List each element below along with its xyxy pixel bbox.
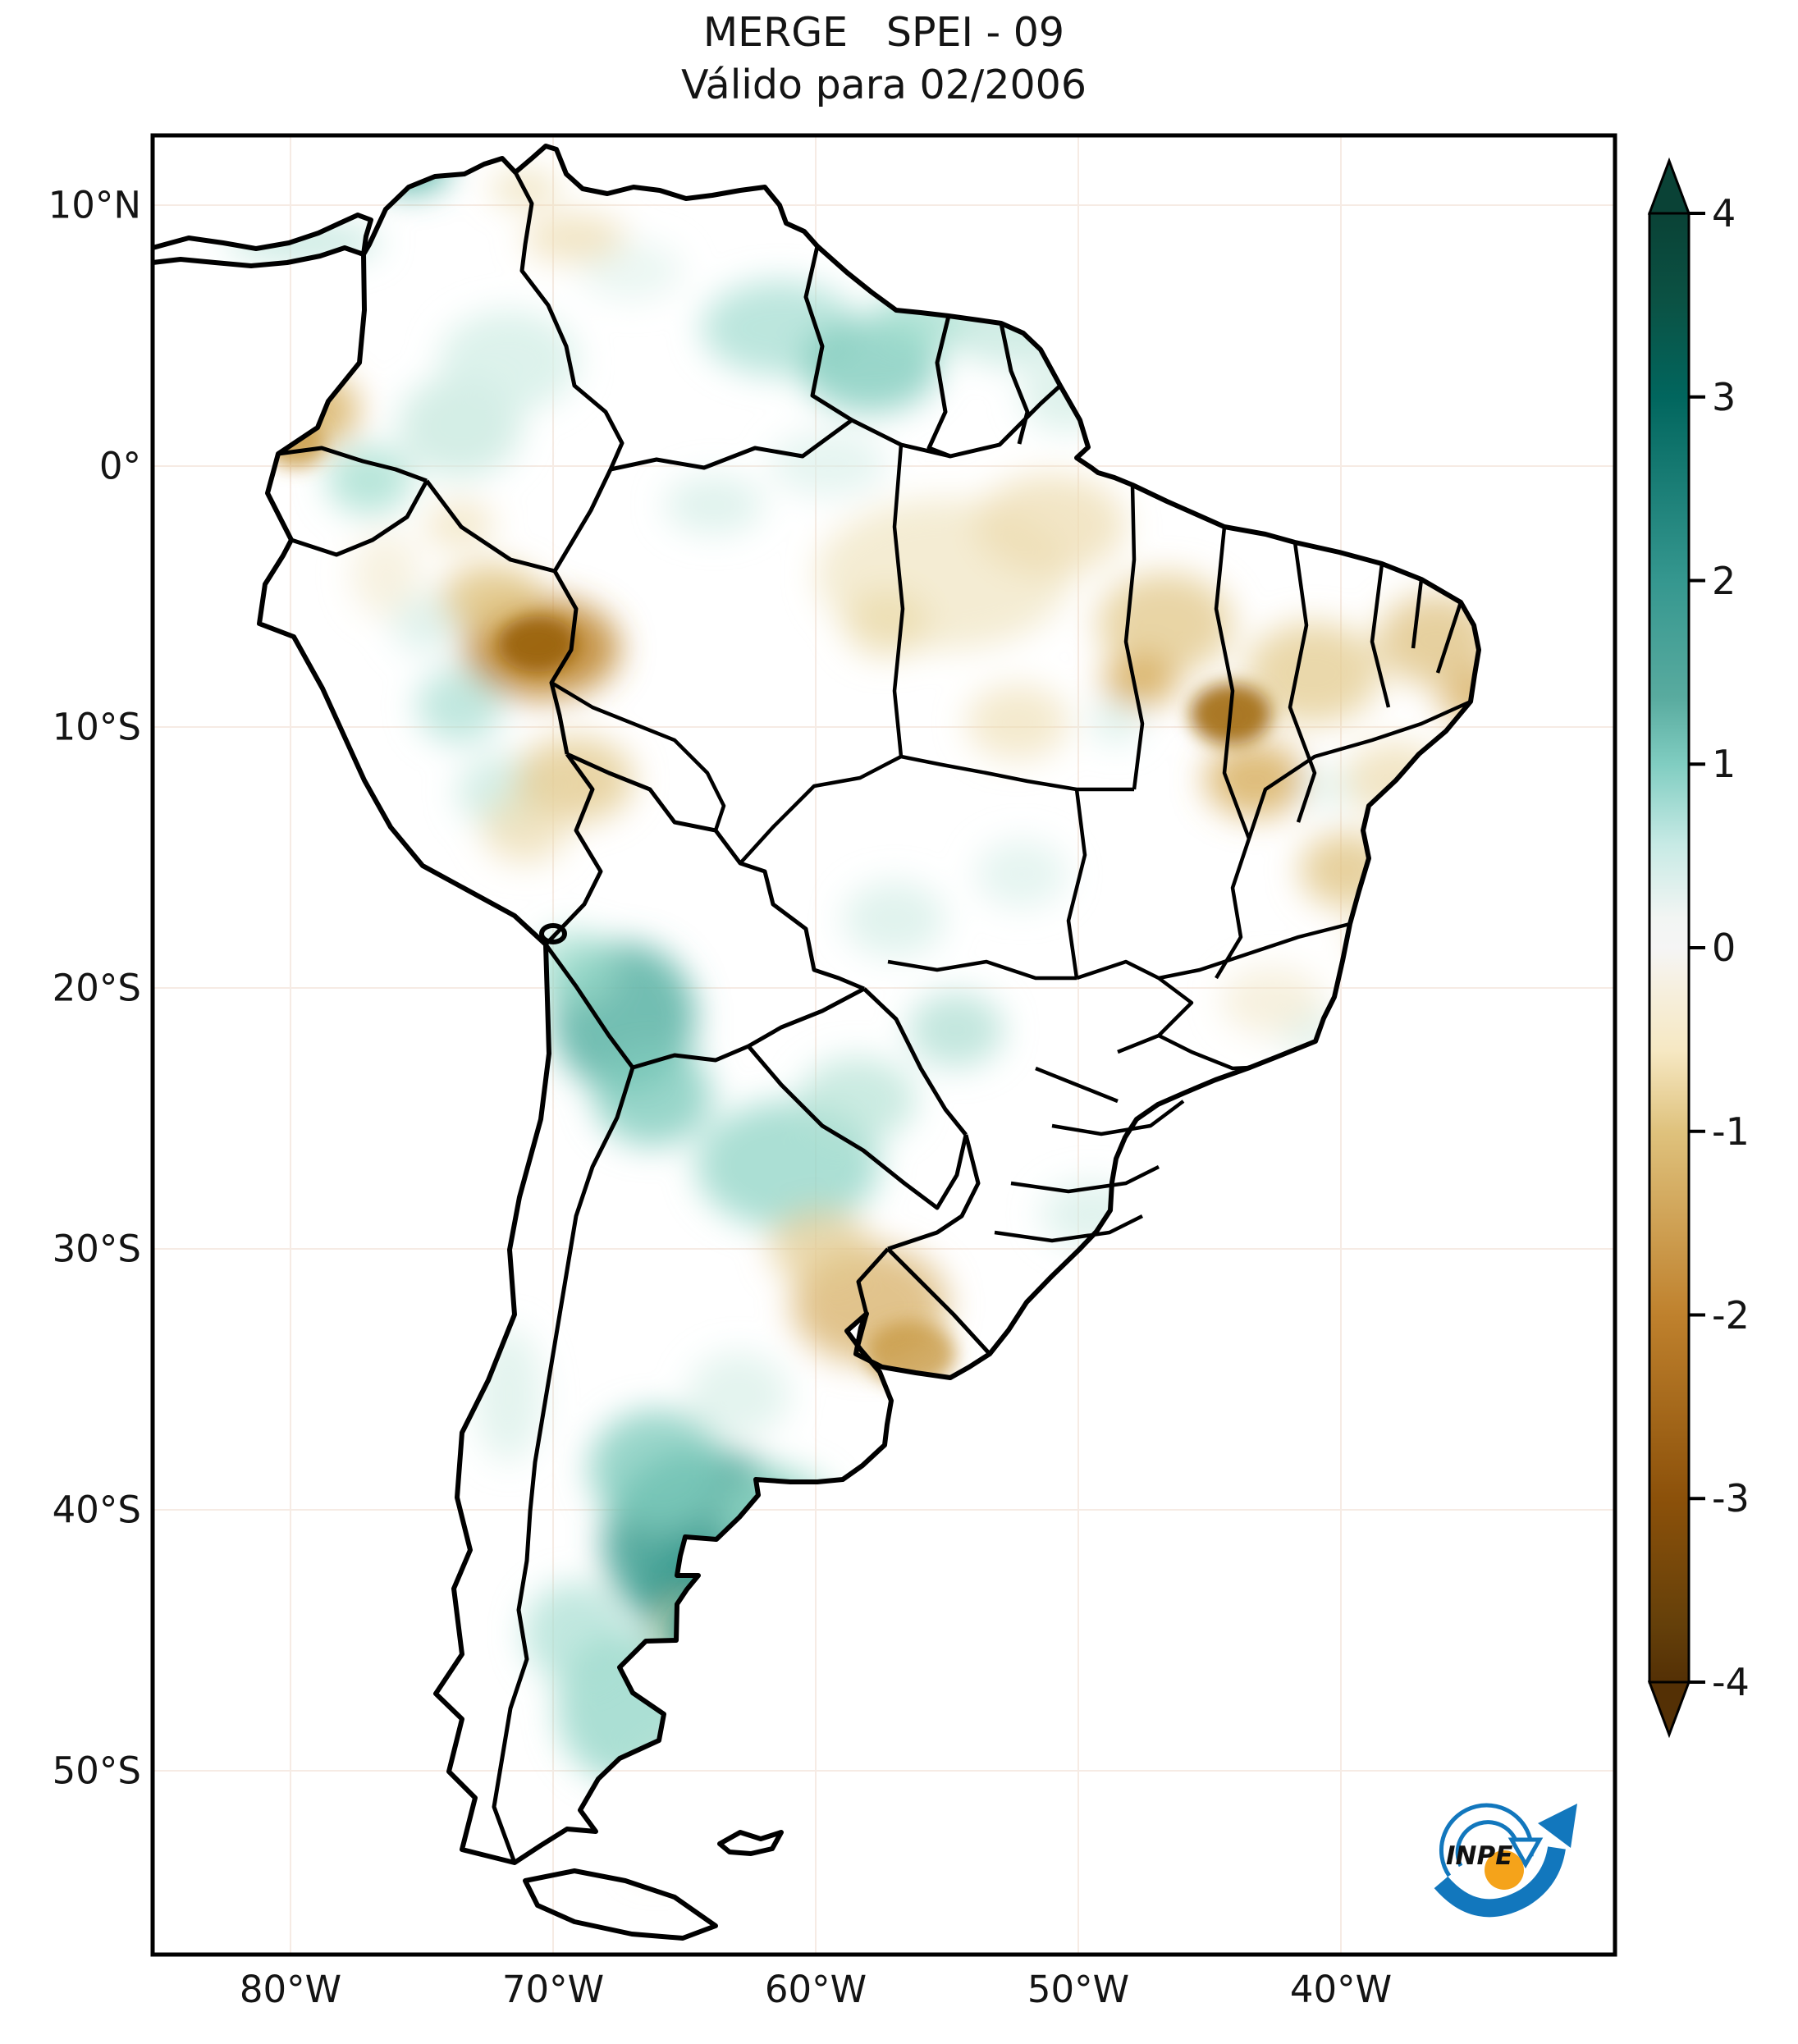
lon-tick-50w: 50°W xyxy=(1027,1968,1130,2011)
lat-tick-0: 0° xyxy=(98,444,141,488)
colorbar xyxy=(1647,157,1705,1739)
logo-outer-arc-icon xyxy=(1439,1803,1534,1877)
cbar-tick-4: 4 xyxy=(1712,191,1736,235)
spei-anomaly-field xyxy=(226,146,1479,1937)
inpe-logo: INPE xyxy=(1434,1803,1577,1918)
cbar-tick-0: 0 xyxy=(1712,926,1736,970)
logo-down-arrow-icon xyxy=(1507,1837,1544,1869)
logo-swoosh-icon xyxy=(1434,1845,1566,1918)
figure-subtitle: Válido para 02/2006 xyxy=(680,61,1087,108)
cbar-tick-m1: -1 xyxy=(1712,1109,1750,1154)
lat-tick-10n: 10°N xyxy=(48,183,141,227)
cbar-tick-3: 3 xyxy=(1712,374,1736,419)
colorbar-tick-marks xyxy=(1689,212,1705,1684)
cbar-tick-m2: -2 xyxy=(1712,1292,1750,1338)
coastline xyxy=(152,144,1481,1941)
lat-tick-30s: 30°S xyxy=(52,1227,141,1271)
cbar-tick-1: 1 xyxy=(1712,742,1736,787)
lat-tick-40s: 40°S xyxy=(52,1488,141,1532)
country-borders xyxy=(277,171,1062,1863)
cbar-tick-m4: -4 xyxy=(1712,1660,1750,1704)
colorbar-gradient xyxy=(1648,212,1690,1684)
logo-globe-icon xyxy=(1485,1850,1524,1890)
lat-tick-10s: 10°S xyxy=(52,705,141,749)
figure-title: MERGE SPEI - 09 xyxy=(702,9,1065,56)
colorbar-extend-bottom xyxy=(1647,1680,1691,1739)
state-borders xyxy=(550,444,1471,1243)
logo-swoosh-arrowhead-icon xyxy=(1538,1804,1577,1848)
lon-tick-80w: 80°W xyxy=(239,1968,342,2011)
cbar-tick-2: 2 xyxy=(1712,558,1736,603)
lon-tick-60w: 60°W xyxy=(764,1968,867,2011)
cbar-tick-m3: -3 xyxy=(1712,1476,1750,1521)
lat-tick-20s: 20°S xyxy=(52,966,141,1010)
logo-inner-arc-icon xyxy=(1455,1820,1521,1868)
map-frame xyxy=(150,133,1617,1957)
lon-tick-70w: 70°W xyxy=(501,1968,605,2011)
title-block: MERGE SPEI - 09 Válido para 02/2006 xyxy=(153,7,1615,111)
lat-tick-50s: 50°S xyxy=(52,1749,141,1793)
logo-text: INPE xyxy=(1446,1841,1512,1871)
colorbar-extend-top xyxy=(1647,157,1691,215)
lon-tick-40w: 40°W xyxy=(1289,1968,1393,2011)
